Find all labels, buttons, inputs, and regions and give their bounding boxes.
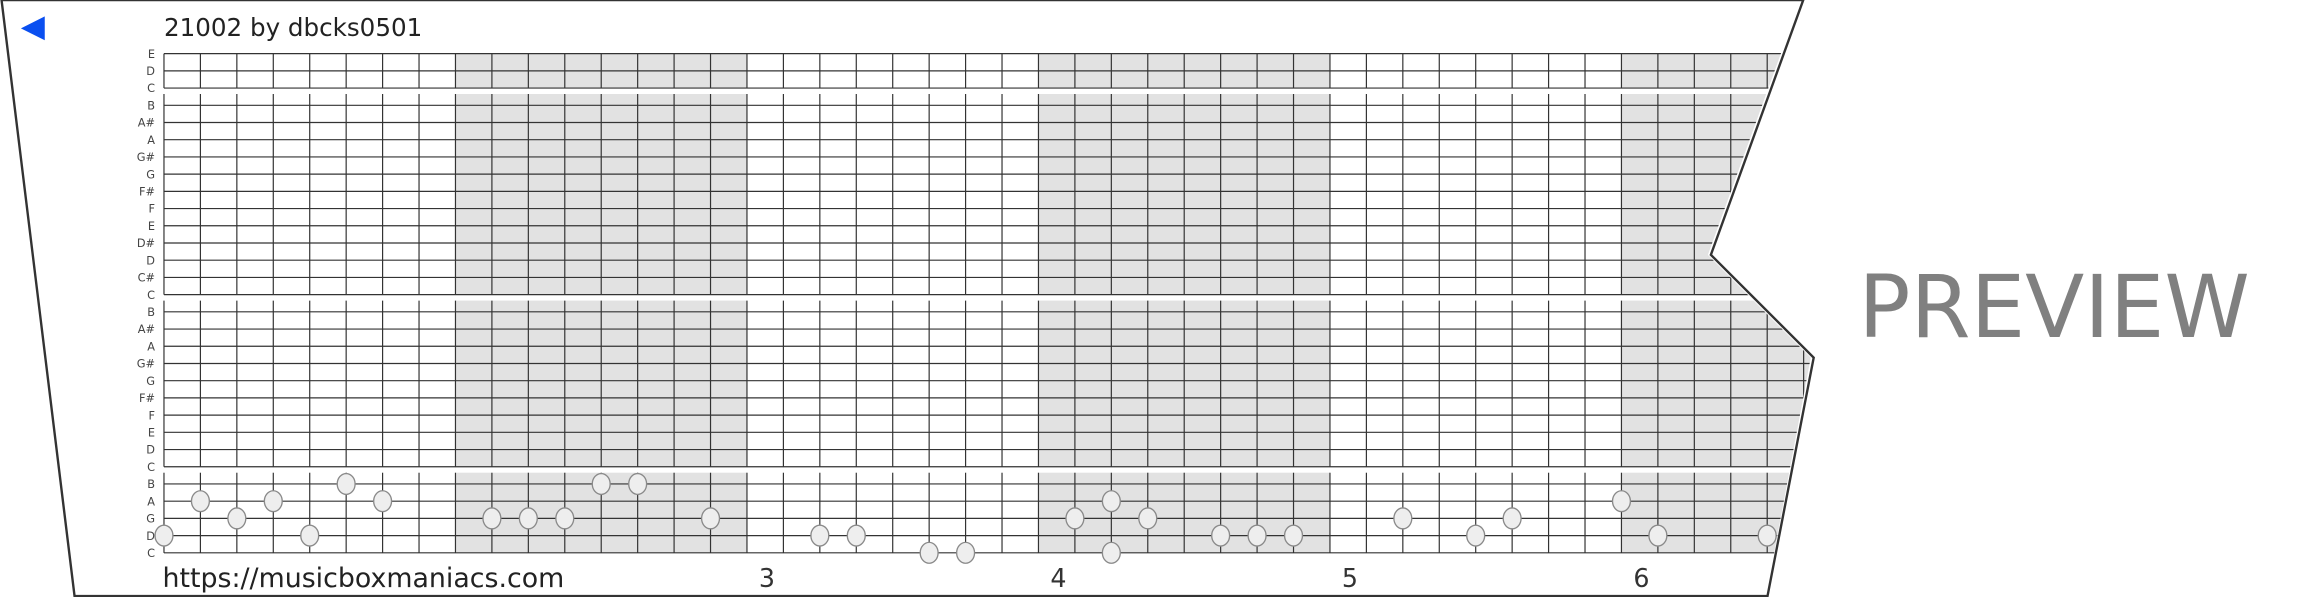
note-hole[interactable] bbox=[482, 507, 502, 530]
measure-number: 5 bbox=[1342, 563, 1358, 593]
note-hole[interactable] bbox=[154, 524, 174, 547]
row-label: A bbox=[147, 133, 155, 147]
note-hole[interactable] bbox=[700, 507, 721, 530]
row-label: A bbox=[147, 494, 155, 508]
row-label: D bbox=[146, 64, 155, 78]
back-triangle-icon[interactable] bbox=[20, 16, 45, 41]
row-label: D bbox=[146, 529, 155, 543]
row-label: C bbox=[147, 460, 155, 474]
row-label: G# bbox=[137, 357, 155, 371]
note-hole[interactable] bbox=[227, 507, 247, 530]
note-hole[interactable] bbox=[1065, 507, 1085, 530]
row-label: F# bbox=[139, 391, 155, 405]
row-label: D# bbox=[137, 236, 155, 250]
note-hole[interactable] bbox=[1648, 524, 1668, 547]
measure-numbers: 3 4 5 6 bbox=[759, 563, 1650, 593]
row-label: A# bbox=[138, 116, 155, 130]
row-label: F# bbox=[139, 185, 155, 199]
row-label: C bbox=[147, 81, 155, 95]
row-label: C bbox=[147, 288, 155, 302]
site-url-link[interactable]: https://musicboxmaniacs.com bbox=[162, 563, 564, 594]
row-label: C bbox=[147, 546, 155, 560]
note-hole[interactable] bbox=[263, 490, 283, 513]
note-hole[interactable] bbox=[955, 541, 976, 564]
note-hole[interactable] bbox=[1101, 541, 1121, 564]
note-hole[interactable] bbox=[555, 507, 575, 530]
song-title: 21002 by dbcks0501 bbox=[164, 13, 422, 42]
note-hole[interactable] bbox=[336, 472, 356, 496]
note-hole[interactable] bbox=[190, 490, 211, 513]
row-label: F bbox=[149, 202, 156, 216]
row-label: D bbox=[146, 443, 155, 457]
row-label: B bbox=[147, 305, 155, 319]
note-hole[interactable] bbox=[1211, 524, 1231, 547]
strip-outline bbox=[0, 0, 1815, 597]
note-hole[interactable] bbox=[846, 524, 866, 547]
preview-watermark: PREVIEW bbox=[1858, 258, 2249, 358]
note-hole[interactable] bbox=[628, 472, 648, 496]
note-hole[interactable] bbox=[1393, 507, 1413, 530]
note-hole[interactable] bbox=[518, 507, 538, 530]
note-hole[interactable] bbox=[1611, 490, 1632, 513]
shaded-measure bbox=[1621, 300, 1811, 467]
row-label: B bbox=[147, 98, 155, 112]
row-label: F bbox=[149, 408, 156, 422]
note-grid bbox=[154, 53, 1811, 564]
note-hole[interactable] bbox=[1101, 490, 1121, 513]
row-label: G# bbox=[137, 150, 155, 164]
note-hole[interactable] bbox=[1466, 524, 1486, 547]
measure-number: 6 bbox=[1633, 563, 1649, 593]
note-hole[interactable] bbox=[1138, 507, 1158, 530]
note-hole[interactable] bbox=[1247, 524, 1267, 547]
row-label: G bbox=[146, 374, 155, 388]
note-hole[interactable] bbox=[1283, 524, 1304, 547]
row-label: E bbox=[148, 425, 155, 439]
row-label: C# bbox=[138, 271, 155, 285]
row-label: A# bbox=[138, 322, 155, 336]
measure-number: 4 bbox=[1050, 563, 1066, 593]
note-hole[interactable] bbox=[810, 524, 830, 547]
row-label: E bbox=[148, 219, 155, 233]
note-hole[interactable] bbox=[919, 541, 939, 564]
row-label: B bbox=[147, 477, 155, 491]
measure-number: 3 bbox=[759, 563, 775, 593]
row-label: E bbox=[148, 47, 155, 61]
note-hole[interactable] bbox=[1757, 524, 1777, 547]
row-label: G bbox=[146, 512, 155, 526]
note-hole[interactable] bbox=[1502, 507, 1522, 530]
note-hole[interactable] bbox=[591, 472, 611, 496]
row-label: A bbox=[147, 339, 155, 353]
row-label: D bbox=[146, 253, 155, 267]
note-hole[interactable] bbox=[300, 524, 320, 547]
note-hole[interactable] bbox=[372, 490, 393, 513]
row-label: G bbox=[146, 167, 155, 181]
